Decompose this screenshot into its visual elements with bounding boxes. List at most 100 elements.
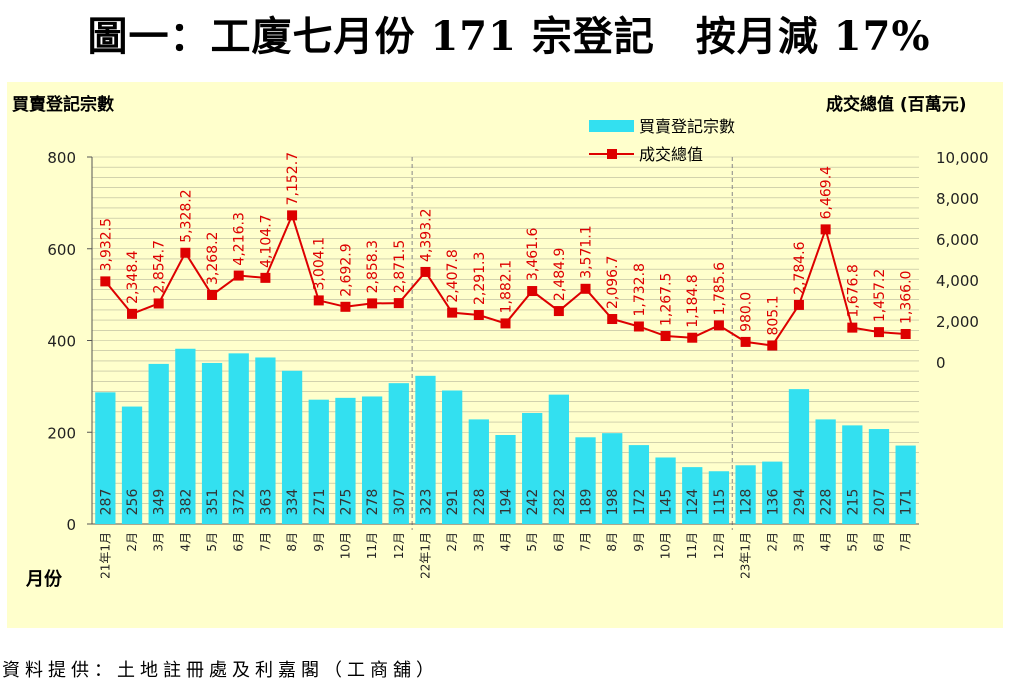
right-tick-label: 4,000 [936,272,979,290]
x-tick-label: 12月 [712,532,726,559]
page-title: 圖一：工廈七月份 171 宗登記 按月減 17% [87,13,931,60]
line-value-label: 2,858.3 [365,240,381,293]
legend-line-marker [607,149,617,159]
line-marker [873,327,884,338]
bar-value-label: 145 [659,489,675,516]
bar [121,406,143,524]
x-tick-label: 10月 [338,532,352,559]
chart-panel [7,82,1003,628]
bar [495,435,516,524]
x-tick-label: 7月 [258,532,272,552]
line-value-label: 3,268.2 [205,232,221,285]
bar [868,429,890,524]
bar-value-label: 172 [632,489,648,516]
line-marker [447,307,458,318]
source-credit: 資料提供：土地註冊處及利嘉閣（工商舖） [2,660,439,681]
line-marker [260,272,271,283]
x-tick-label: 5月 [205,532,219,552]
x-tick-label: 23年1月 [739,532,753,579]
line-value-label: 2,291.3 [472,252,488,305]
x-tick-label: 6月 [232,532,246,552]
line-marker [153,298,164,309]
bar [575,437,596,524]
bar [442,390,463,524]
line-value-label: 1,457.2 [872,269,888,322]
bar-value-label: 275 [338,489,354,516]
bar [788,389,810,524]
bar-value-label: 256 [125,489,141,516]
x-tick-label: 9月 [632,532,646,552]
line-marker [100,276,111,287]
bar [655,457,676,524]
bar [708,471,730,524]
bar-value-label: 128 [739,489,755,516]
bar [628,445,650,524]
line-marker [793,299,804,310]
left-tick-label: 400 [47,333,76,351]
line-marker [473,310,484,321]
x-tick-label: 2月 [445,532,459,552]
line-marker [527,286,538,297]
bar [895,445,916,524]
line-marker [767,340,778,351]
line-value-label: 3,004.1 [312,237,328,290]
line-marker [633,321,644,332]
line-value-label: 5,328.2 [178,189,194,242]
bar-value-label: 372 [232,489,248,516]
bar-value-label: 287 [98,489,114,516]
bar-value-label: 363 [258,489,274,516]
bar [148,363,169,524]
bar-value-label: 349 [152,489,168,516]
left-tick-label: 200 [47,424,76,442]
bar [602,433,623,524]
line-marker [180,247,191,258]
chart: 0 200 400 600 800 0 2,000 4,000 6,000 8,000 10,000… [47,117,988,579]
x-tick-label: 8月 [285,532,299,552]
left-tick-label: 0 [66,516,76,534]
bar-value-label: 242 [525,489,541,516]
line-value-label: 1,267.5 [659,273,675,326]
line-marker [553,306,564,317]
x-tick-label: 5月 [845,532,859,552]
bar [201,362,223,524]
line-value-label: 4,104.7 [258,214,274,267]
bar [682,467,703,524]
line-value-label: 1,676.8 [845,264,861,317]
bar-value-label: 228 [472,489,488,516]
line-value-label: 1,184.8 [685,274,701,327]
line-value-label: 7,152.7 [285,152,301,205]
bar [388,383,409,524]
legend-bar-label: 買賣登記宗數 [639,117,735,136]
line-value-label: 2,784.6 [792,241,808,295]
bar-value-label: 323 [418,489,434,516]
right-tick-label: 8,000 [936,190,979,208]
line-value-label: 1,732.8 [632,263,648,316]
x-tick-label: 3月 [472,532,486,552]
line-marker [660,331,671,342]
line-value-label: 3,461.6 [525,228,541,282]
line-value-label: 805.1 [765,295,781,335]
x-axis-title: 月份 [26,569,62,590]
line-marker [580,283,591,294]
x-tick-label: 6月 [872,532,886,552]
bar [281,370,303,524]
line-marker [687,332,698,343]
bar [228,353,249,524]
line-marker [287,210,298,221]
line-marker [500,318,511,329]
line-marker [313,295,324,306]
line-marker [340,301,351,312]
x-tick-label: 2月 [765,532,779,552]
legend-bar-swatch [589,120,634,132]
x-tick-label: 11月 [365,532,379,559]
bar [735,465,756,524]
bar [548,394,569,524]
bar-value-label: 271 [312,489,328,516]
bar [522,412,543,524]
x-tick-label: 4月 [819,532,833,552]
x-tick-label: 4月 [499,532,513,552]
bar [815,419,836,524]
line-value-label: 2,854.7 [152,240,168,293]
bar-value-label: 171 [899,489,915,516]
bar [255,357,276,524]
